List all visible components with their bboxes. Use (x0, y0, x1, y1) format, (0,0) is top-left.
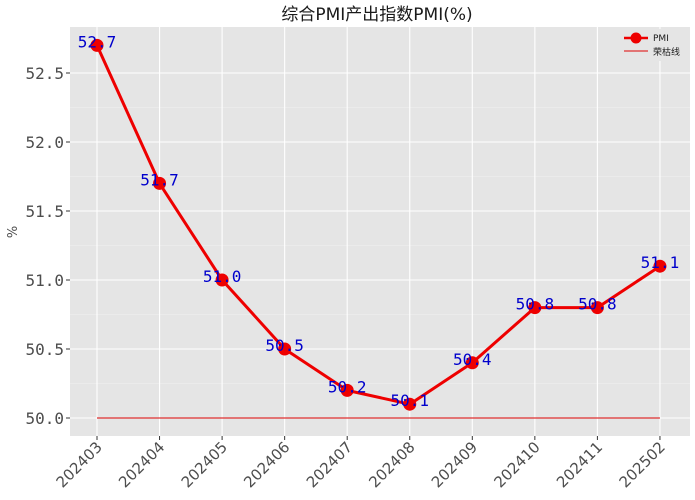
data-label: 50.2 (328, 377, 367, 396)
data-labels: 52.7 51.7 51.0 50.5 50.2 50.1 50.4 50.8 50.8 51.1 (78, 32, 679, 410)
gridlines (70, 27, 690, 436)
data-label: 50.1 (390, 391, 429, 410)
data-label: 50.4 (453, 350, 492, 369)
data-point-marker (590, 301, 604, 315)
x-tick-label: 202403 (53, 438, 106, 491)
data-label: 51.0 (203, 267, 242, 286)
data-label: 51.7 (140, 170, 179, 189)
legend-label-rongkuxian: 荣枯线 (653, 46, 680, 58)
data-point-marker (340, 383, 354, 397)
data-point-marker (653, 259, 667, 273)
x-tick-label: 202502 (616, 438, 669, 491)
y-axis: 50.0 50.5 51.0 51.5 52.0 52.5 (25, 64, 70, 428)
y-tick-label: 52.0 (25, 133, 64, 152)
data-point-marker (465, 356, 479, 370)
x-tick-label: 202407 (303, 438, 356, 491)
legend-box (618, 29, 686, 61)
series-layer (90, 38, 667, 419)
data-label: 51.1 (641, 253, 680, 272)
data-point-marker (528, 301, 542, 315)
legend-item-pmi: PMI (624, 32, 669, 44)
legend: PMI 荣枯线 (618, 29, 686, 61)
y-axis-label: % (6, 226, 21, 238)
plot-area (70, 27, 690, 436)
y-tick-label: 52.5 (25, 64, 64, 83)
data-point-marker (90, 38, 104, 52)
x-tick-label: 202404 (115, 438, 168, 491)
x-tick-label: 202406 (240, 438, 293, 491)
data-label: 50.5 (265, 336, 304, 355)
x-axis: 202403 202404 202405 202406 202407 202408 2024… (53, 436, 669, 491)
data-label: 52.7 (78, 32, 117, 51)
y-tick-label: 50.5 (25, 340, 64, 359)
y-tick-label: 50.0 (25, 409, 64, 428)
data-point-marker (153, 176, 167, 190)
data-point-marker (215, 273, 229, 287)
legend-item-rongkuxian: 荣枯线 (624, 46, 680, 58)
data-point-marker (403, 397, 417, 411)
x-tick-label: 202408 (365, 438, 418, 491)
x-tick-label: 202410 (490, 438, 543, 491)
x-tick-label: 202409 (428, 438, 481, 491)
data-label: 50.8 (578, 295, 617, 314)
x-tick-label: 202411 (553, 438, 606, 491)
data-point-marker (278, 342, 292, 356)
data-label: 50.8 (516, 295, 555, 314)
x-tick-label: 202405 (178, 438, 231, 491)
series-pmi-line (95, 44, 661, 406)
legend-label-pmi: PMI (653, 34, 669, 44)
y-tick-label: 51.5 (25, 202, 64, 221)
legend-pmi-marker-icon (630, 32, 642, 44)
y-tick-label: 51.0 (25, 271, 64, 290)
chart-title: 综合PMI产出指数PMI(%) (281, 5, 472, 25)
